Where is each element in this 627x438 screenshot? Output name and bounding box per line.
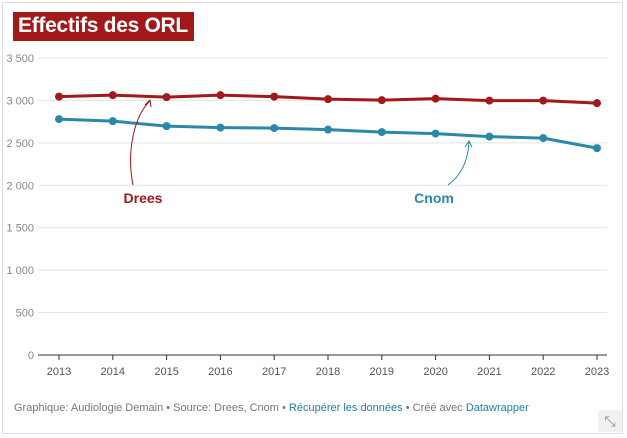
y-tick-label: 3 500 [6, 53, 34, 65]
x-tick-label: 2019 [370, 366, 394, 378]
chart-frame [2, 2, 623, 434]
data-point-drees [162, 93, 171, 102]
data-point-drees [431, 94, 440, 103]
cnom-annotation-arrow [447, 141, 470, 186]
data-point-drees [539, 96, 548, 105]
line-chart: 0 500 1 000 1 500 2 000 2 500 3 000 3 500 2013 20… [6, 53, 609, 378]
data-point-cnom [593, 144, 601, 153]
datawrapper-link[interactable]: Datawrapper [465, 402, 529, 414]
drees-annotation-arrow [130, 100, 151, 186]
created-with-text: • Créé avec [402, 402, 466, 414]
y-tick-label: 2 500 [6, 138, 34, 150]
data-point-cnom [162, 122, 171, 131]
data-point-drees [216, 91, 225, 100]
x-tick-label: 2015 [154, 366, 178, 378]
data-point-drees [377, 96, 386, 105]
series-label-drees: Drees [124, 190, 163, 206]
data-point-cnom [270, 124, 279, 133]
data-point-drees [55, 92, 63, 101]
chart-footer: Graphique: Audiologie Demain • Source: D… [14, 402, 529, 414]
x-tick-label: 2020 [423, 366, 447, 378]
data-point-cnom [324, 125, 332, 134]
x-tick-label: 2013 [47, 366, 71, 378]
y-tick-label: 1 000 [6, 265, 34, 277]
resize-diagonal-icon[interactable]: ⤡ [598, 410, 622, 432]
y-tick-label: 1 500 [6, 223, 34, 235]
data-point-drees [593, 99, 601, 108]
x-tick-label: 2014 [101, 366, 125, 378]
credit-text: Graphique: Audiologie Demain • Source: D… [14, 402, 289, 414]
x-tick-label: 2017 [262, 366, 286, 378]
y-tick-label: 3 000 [6, 95, 34, 107]
data-point-cnom [108, 117, 117, 126]
series-label-cnom: Cnom [414, 190, 454, 206]
data-point-drees [108, 91, 117, 100]
data-point-cnom [377, 128, 386, 137]
arrowhead-icon [464, 140, 473, 148]
x-tick-label: 2021 [477, 366, 501, 378]
data-point-cnom [431, 129, 440, 138]
data-point-cnom [485, 132, 494, 141]
x-tick-label: 2016 [208, 366, 232, 378]
y-tick-label: 500 [16, 308, 34, 320]
y-tick-label: 0 [28, 350, 34, 362]
x-tick-label: 2018 [316, 366, 340, 378]
y-tick-label: 2 000 [6, 180, 34, 192]
arrowhead-icon [144, 98, 152, 108]
data-point-drees [485, 96, 494, 105]
data-point-cnom [539, 134, 548, 143]
chart-title: Effectifs des ORL [13, 12, 194, 41]
x-tick-label: 2023 [585, 366, 609, 378]
download-data-link[interactable]: Récupérer les données [288, 402, 403, 414]
data-point-cnom [216, 123, 225, 132]
data-point-drees [270, 92, 279, 101]
data-point-cnom [55, 115, 63, 124]
data-point-drees [324, 95, 332, 104]
x-tick-label: 2022 [531, 366, 555, 378]
